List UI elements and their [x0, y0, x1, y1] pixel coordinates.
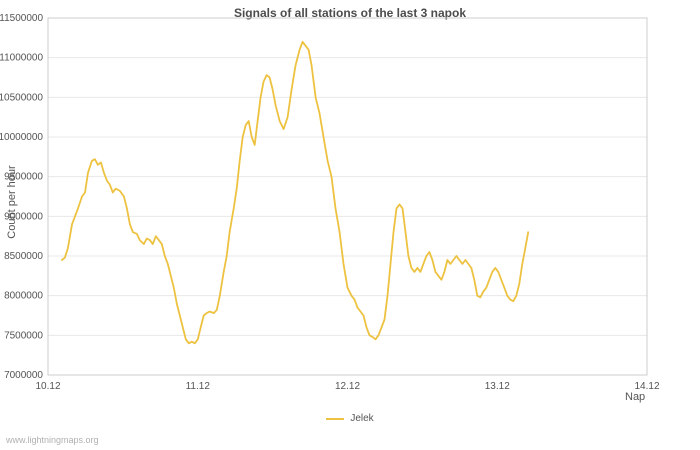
x-axis-title: Nap [625, 391, 646, 403]
y-tick-label: 10500000 [0, 92, 43, 103]
y-tick-label: 9500000 [4, 172, 43, 183]
y-tick-label: 8500000 [4, 251, 43, 262]
y-tick-label: 9000000 [4, 211, 43, 222]
x-tick-label: 13.12 [485, 381, 510, 392]
series-label: Jelek [350, 413, 374, 424]
legend: Jelek [0, 413, 700, 424]
x-tick-label: 14.12 [634, 381, 659, 392]
y-tick-label: 8000000 [4, 291, 43, 302]
series-line-swatch [326, 417, 345, 420]
series-line-jelek [61, 40, 530, 345]
x-tick-label: 12.12 [335, 381, 360, 392]
y-tick-label: 11000000 [0, 53, 43, 64]
x-tick-label: 10.12 [35, 381, 60, 392]
chart-title: Signals of all stations of the last 3 na… [233, 6, 467, 20]
x-tick-label: 11.12 [186, 381, 211, 392]
y-tick-label: 7500000 [4, 330, 43, 341]
y-tick-label: 11500000 [0, 13, 43, 24]
watermark-text: www.lightningmaps.org [6, 435, 99, 445]
plot-border [47, 17, 648, 376]
y-tick-label: 7000000 [4, 370, 43, 381]
y-tick-label: 10000000 [0, 132, 43, 143]
